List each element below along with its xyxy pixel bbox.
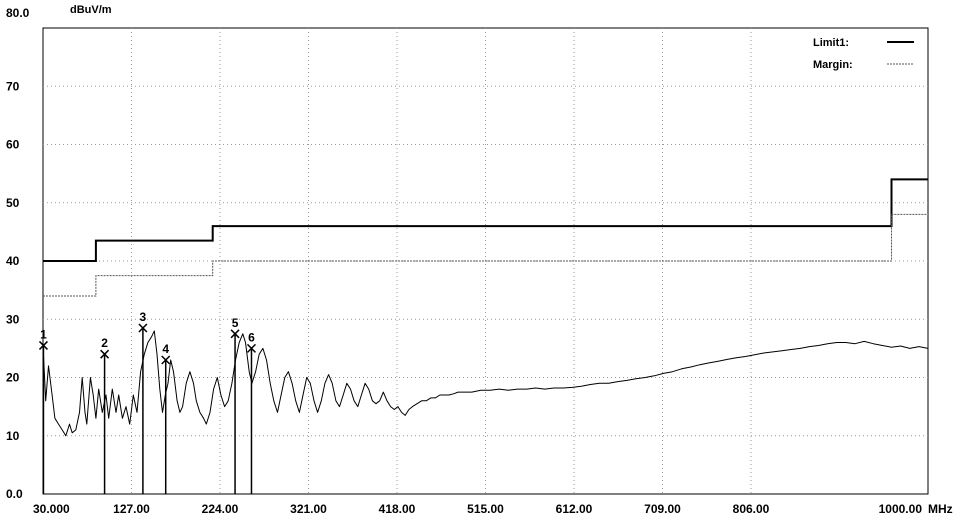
y-tick-labels: 0.0 10 20 30 40 50 60 70 80.0 — [6, 6, 30, 501]
margin-line — [43, 213, 928, 297]
marker-x-icon — [230, 329, 240, 339]
x-tick-label: 709.00 — [644, 502, 681, 516]
x-tick-label: 1000.00 — [879, 502, 923, 516]
marker-x-icon — [246, 343, 257, 353]
y-axis-unit-label: dBuV/m — [70, 4, 112, 16]
marker-label: 4 — [162, 342, 169, 356]
x-tick-label: 224.00 — [202, 502, 239, 516]
marker-label: 6 — [248, 330, 255, 344]
y-tick-label: 40 — [6, 254, 20, 268]
x-tick-label: 30.000 — [33, 502, 70, 516]
y-tick-label: 0.0 — [6, 487, 23, 501]
marker-x-icon — [100, 349, 110, 359]
marker-x-icon — [38, 340, 48, 350]
y-tick-label: 50 — [6, 196, 20, 210]
x-tick-label: 612.00 — [556, 502, 593, 516]
x-tick-label: 806.00 — [733, 502, 770, 516]
legend-label: Limit1: — [813, 37, 849, 49]
y-tick-label: 30 — [6, 312, 20, 326]
x-tick-labels: 30.000 127.00 224.00 321.00 418.00 515.00 612.… — [33, 502, 922, 516]
marker-3: 3 — [138, 310, 148, 494]
marker-4: 4 — [161, 342, 171, 494]
marker-label: 1 — [40, 327, 47, 341]
legend: Limit1: Margin: — [813, 37, 914, 71]
measurement-trace — [42, 330, 929, 437]
x-tick-label: 321.00 — [290, 502, 327, 516]
y-tick-label: 20 — [6, 371, 20, 385]
marker-layer: 1 2 3 4 56 — [38, 310, 257, 494]
x-axis-unit-label: MHz — [928, 502, 953, 516]
marker-label: 3 — [140, 310, 147, 324]
y-tick-label: 80.0 — [6, 6, 30, 20]
measurement-layer — [42, 330, 929, 437]
marker-1: 1 — [38, 327, 48, 494]
legend-label: Margin: — [813, 59, 853, 71]
marker-6: 6 — [246, 330, 257, 494]
y-tick-label: 70 — [6, 79, 20, 93]
limit-layer — [43, 178, 928, 262]
marker-2: 2 — [100, 336, 110, 494]
marker-label: 2 — [101, 336, 108, 350]
y-tick-label: 60 — [6, 138, 20, 152]
margin-layer — [43, 213, 928, 297]
marker-5: 5 — [230, 316, 240, 494]
marker-label: 5 — [232, 316, 239, 330]
marker-x-icon — [138, 323, 148, 333]
limit-line — [43, 178, 928, 262]
x-tick-label: 127.00 — [113, 502, 150, 516]
y-tick-label: 10 — [6, 429, 20, 443]
x-tick-label: 515.00 — [467, 502, 504, 516]
marker-x-icon — [161, 355, 171, 365]
x-tick-label: 418.00 — [379, 502, 416, 516]
